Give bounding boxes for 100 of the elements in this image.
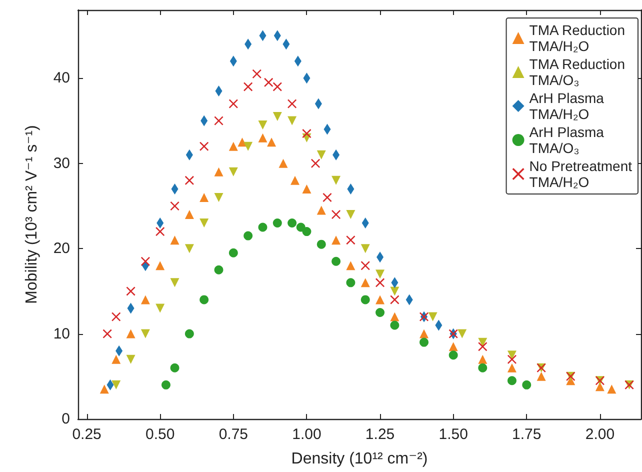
- legend-label: ArH Plasma TMA/O₃: [529, 124, 604, 156]
- x-tick-label: 0.75: [218, 426, 248, 443]
- point: [458, 329, 467, 338]
- point: [258, 133, 268, 142]
- point: [140, 295, 150, 304]
- y-tick-label: 30: [53, 154, 70, 172]
- point: [288, 116, 297, 126]
- point: [478, 363, 488, 372]
- point: [267, 138, 276, 147]
- point: [161, 380, 170, 390]
- point: [376, 278, 385, 288]
- point: [102, 329, 112, 338]
- point: [346, 261, 356, 270]
- point: [428, 312, 438, 322]
- point: [316, 150, 326, 160]
- point: [258, 120, 268, 130]
- point: [112, 312, 121, 322]
- point: [184, 329, 194, 338]
- x-tick-label: 0.50: [146, 426, 175, 443]
- point: [126, 354, 136, 364]
- point: [264, 78, 274, 87]
- point: [376, 295, 385, 304]
- point: [360, 261, 370, 270]
- point: [360, 295, 370, 304]
- legend-label: TMA Reduction TMA/H₂O: [529, 22, 626, 54]
- point: [170, 201, 180, 210]
- point: [332, 256, 341, 266]
- point: [184, 210, 194, 219]
- point: [448, 350, 458, 360]
- point: [346, 278, 356, 288]
- point: [360, 278, 370, 288]
- y-tick-label: 0: [62, 410, 70, 428]
- point: [478, 342, 488, 352]
- point: [258, 222, 268, 232]
- point: [272, 218, 282, 228]
- point: [376, 270, 385, 279]
- point: [311, 158, 320, 168]
- point: [390, 320, 400, 330]
- x-tick-label: 2.00: [585, 426, 615, 443]
- point: [390, 286, 400, 296]
- point: [126, 329, 136, 338]
- point: [420, 329, 429, 338]
- y-axis-title: Mobility (10³ cm² V⁻¹ s⁻¹): [24, 125, 40, 304]
- x-axis-title: Density (10¹² cm⁻²): [291, 450, 428, 468]
- point: [200, 218, 209, 228]
- legend-label: TMA Reduction TMA/O₃: [529, 56, 626, 88]
- x-tick-label: 1.75: [512, 426, 542, 443]
- point: [302, 227, 312, 236]
- point: [536, 372, 546, 381]
- point: [346, 210, 356, 219]
- point: [112, 354, 121, 364]
- point: [448, 342, 458, 352]
- point: [390, 312, 400, 322]
- point: [214, 167, 224, 176]
- point: [156, 227, 165, 236]
- x-tick-label: 1.50: [438, 426, 468, 443]
- point: [140, 256, 150, 266]
- point: [200, 192, 209, 202]
- point: [272, 82, 282, 92]
- point: [228, 167, 238, 176]
- point: [478, 354, 488, 364]
- point: [184, 176, 194, 185]
- point: [272, 112, 282, 122]
- point: [478, 338, 488, 347]
- point: [376, 308, 385, 317]
- point: [156, 304, 165, 313]
- point: [302, 184, 312, 194]
- point: [184, 244, 194, 254]
- point: [288, 99, 297, 108]
- point: [360, 244, 370, 254]
- point: [507, 363, 516, 372]
- point: [170, 236, 180, 245]
- point: [214, 265, 224, 274]
- x-tick-label: 1.00: [292, 426, 322, 443]
- point: [252, 69, 262, 78]
- point: [322, 192, 332, 202]
- point: [507, 376, 516, 386]
- point: [214, 192, 224, 202]
- x-tick-label: 0.25: [72, 426, 102, 443]
- point: [288, 218, 297, 228]
- point: [200, 142, 209, 151]
- point: [200, 295, 209, 304]
- point: [156, 261, 165, 270]
- point: [346, 236, 356, 245]
- point: [238, 138, 247, 147]
- point: [522, 380, 532, 390]
- point: [140, 329, 150, 338]
- point: [112, 380, 121, 390]
- point: [228, 142, 238, 151]
- y-tick-label: 40: [53, 70, 70, 87]
- point: [170, 278, 180, 288]
- point: [316, 240, 326, 249]
- point: [244, 142, 253, 151]
- point: [316, 206, 326, 215]
- point: [390, 295, 400, 304]
- point: [302, 129, 312, 138]
- point: [507, 354, 516, 364]
- x-tick-label: 1.25: [365, 426, 395, 443]
- point: [170, 363, 180, 372]
- point: [244, 231, 253, 240]
